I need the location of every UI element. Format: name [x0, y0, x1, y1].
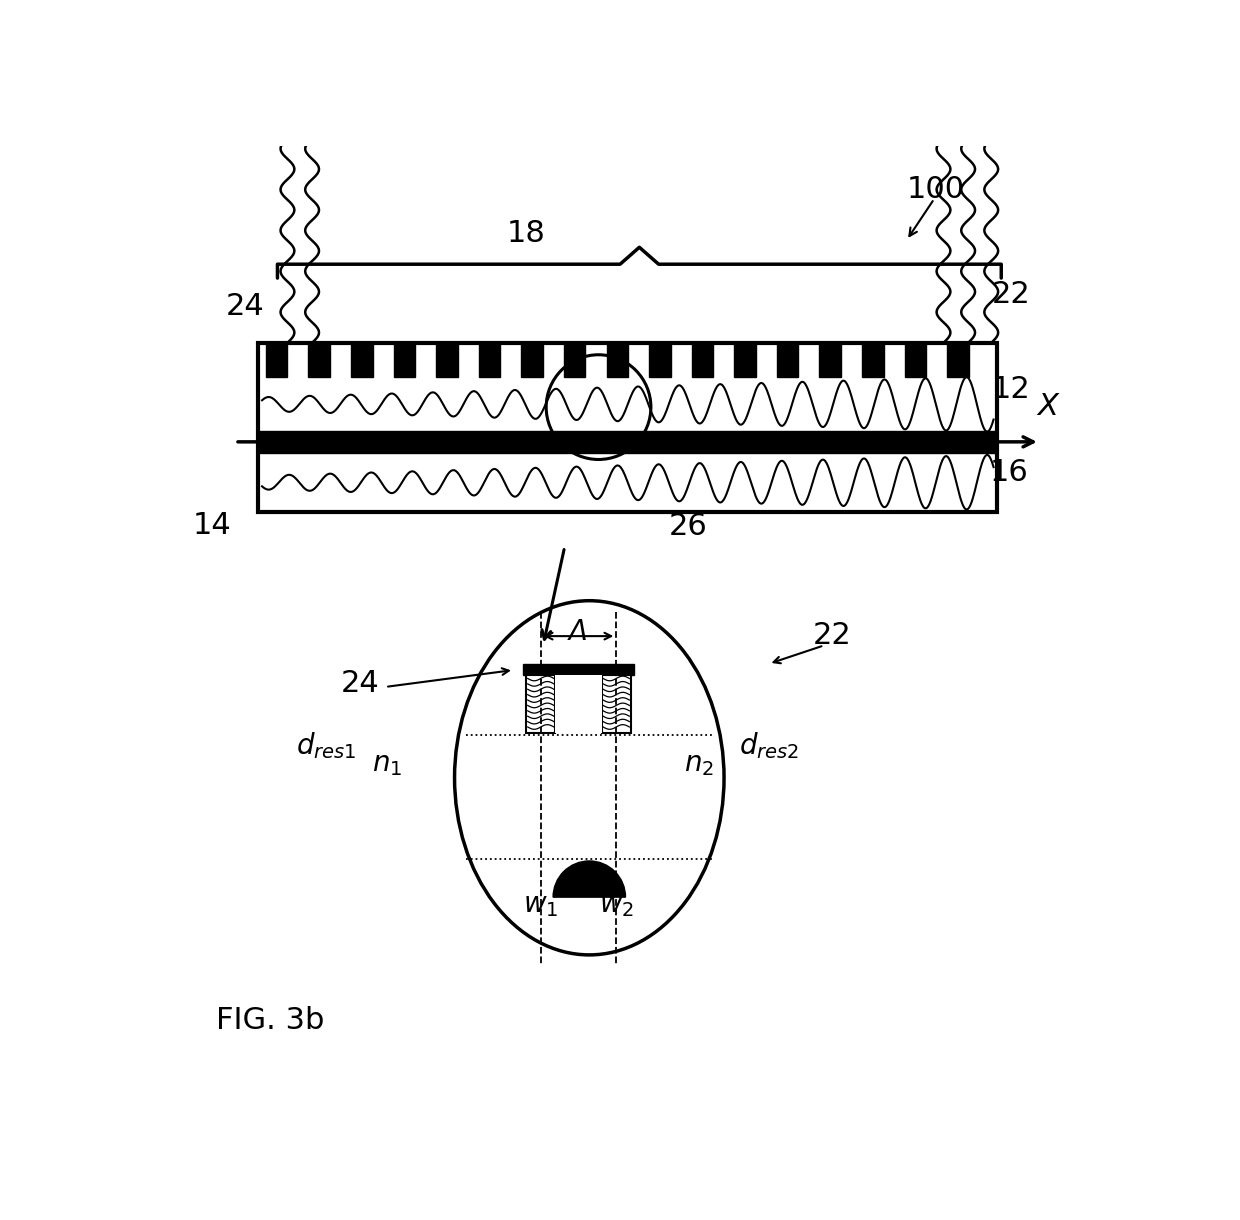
Text: Λ: Λ — [569, 617, 588, 645]
Text: 26: 26 — [668, 512, 707, 542]
Text: 100: 100 — [906, 174, 965, 204]
Text: 12: 12 — [992, 376, 1030, 404]
Bar — [947, 343, 968, 377]
Text: 22: 22 — [992, 279, 1030, 309]
Text: 24: 24 — [226, 292, 264, 321]
Bar — [606, 343, 629, 377]
Text: $n_1$: $n_1$ — [372, 750, 403, 778]
Text: 14: 14 — [192, 511, 232, 539]
Bar — [309, 343, 330, 377]
Text: $n_2$: $n_2$ — [683, 750, 714, 778]
Bar — [734, 343, 756, 377]
Text: 22: 22 — [812, 621, 851, 650]
Bar — [904, 343, 926, 377]
Text: 24: 24 — [341, 670, 379, 698]
Bar — [820, 343, 841, 377]
Bar — [521, 343, 543, 377]
Bar — [351, 343, 372, 377]
Text: X: X — [1037, 392, 1058, 421]
Text: $w_1$: $w_1$ — [523, 891, 558, 919]
Bar — [526, 675, 556, 733]
Bar — [258, 431, 997, 453]
Bar — [692, 343, 713, 377]
Bar — [862, 343, 884, 377]
Text: 18: 18 — [507, 218, 546, 248]
Text: $d_{res2}$: $d_{res2}$ — [739, 730, 799, 761]
Bar — [523, 664, 634, 675]
Text: $d_{res1}$: $d_{res1}$ — [296, 730, 356, 761]
Text: 16: 16 — [990, 459, 1028, 487]
Bar — [556, 675, 601, 733]
Bar — [776, 343, 799, 377]
Text: $w_2$: $w_2$ — [599, 891, 634, 919]
Bar — [601, 675, 631, 733]
Wedge shape — [553, 861, 625, 897]
Bar — [393, 343, 415, 377]
Bar — [564, 343, 585, 377]
Bar — [649, 343, 671, 377]
Bar — [258, 343, 997, 512]
Bar — [436, 343, 458, 377]
Text: FIG. 3b: FIG. 3b — [216, 1005, 324, 1035]
Bar — [265, 343, 288, 377]
Bar — [479, 343, 501, 377]
